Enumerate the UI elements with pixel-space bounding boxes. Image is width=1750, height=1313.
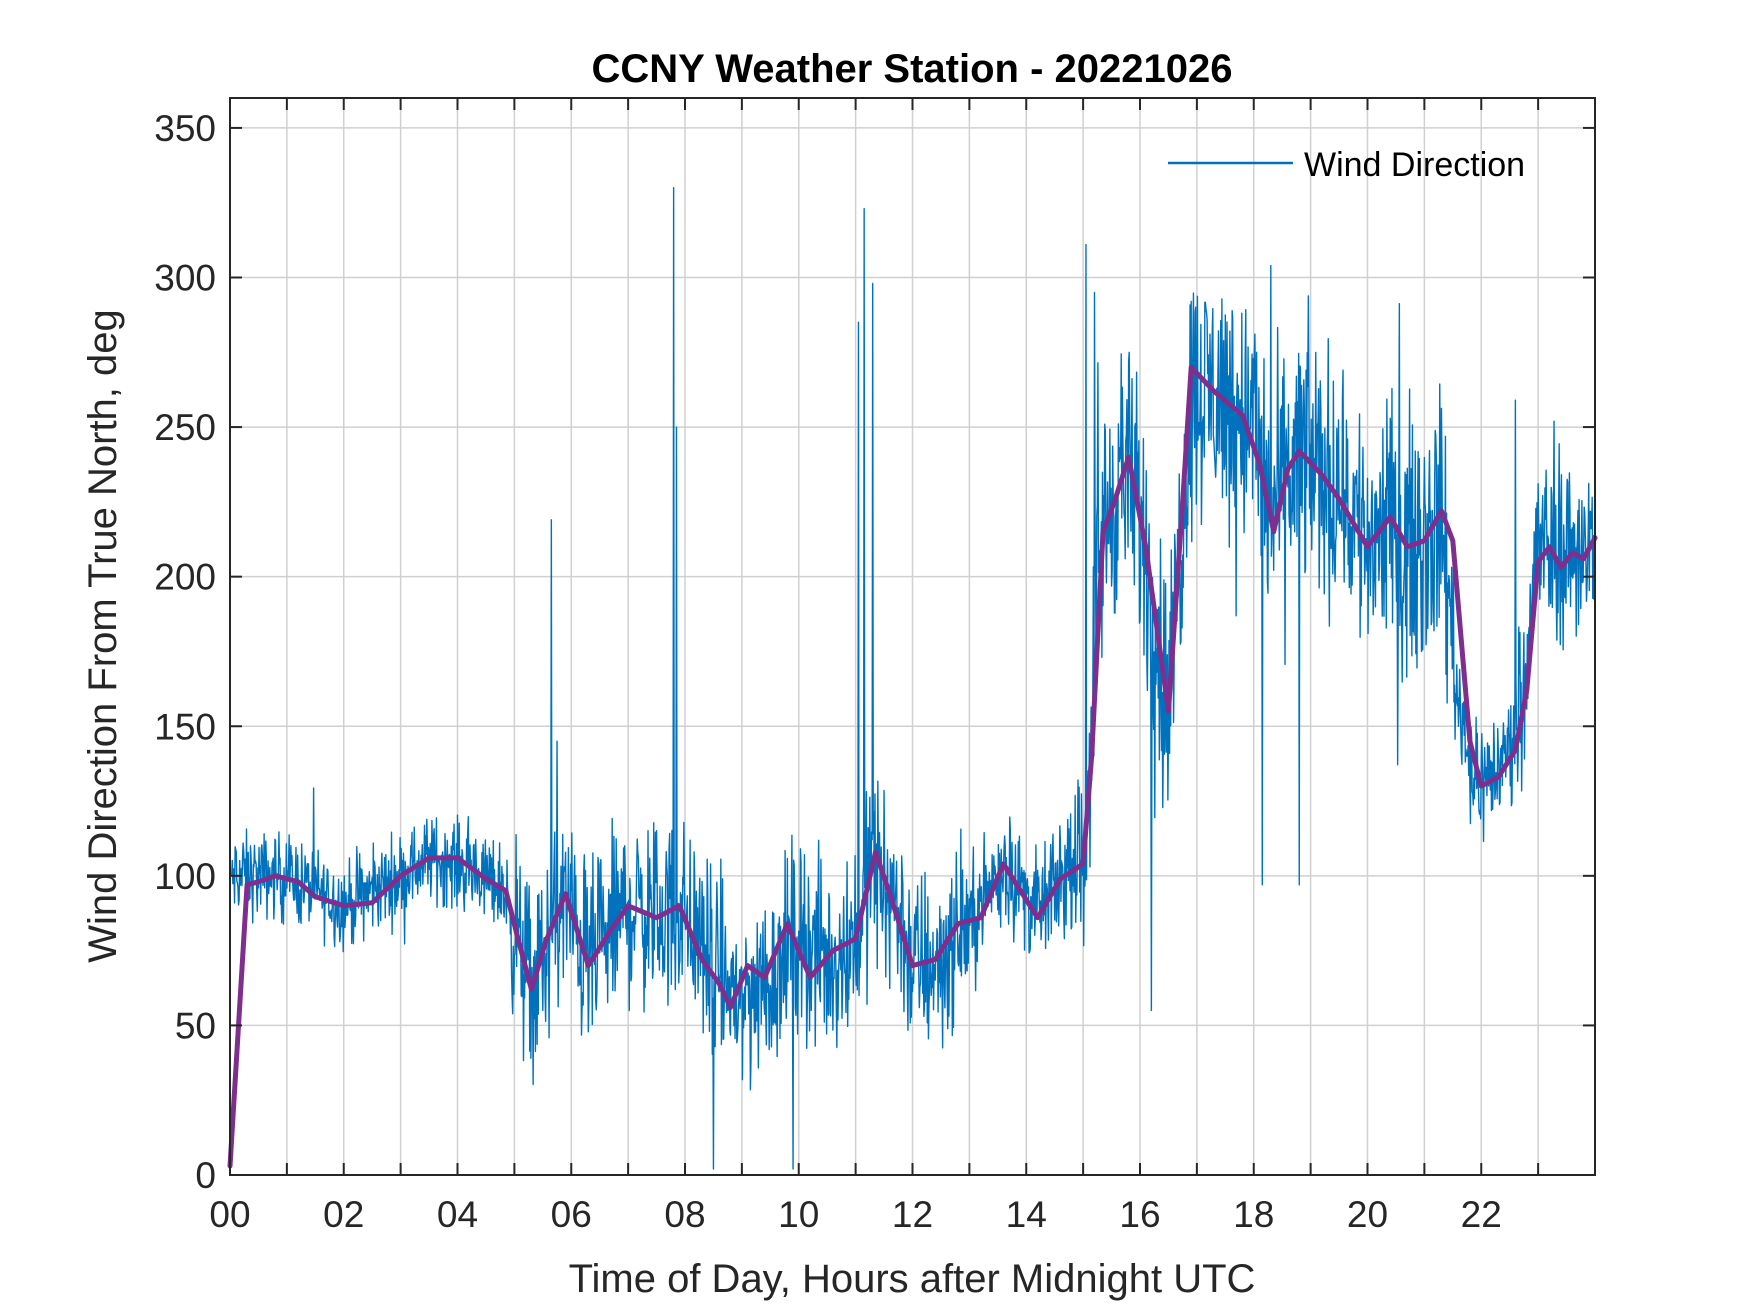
x-tick-label: 04 [437, 1194, 478, 1235]
x-tick-label: 08 [664, 1194, 705, 1235]
x-tick-label: 02 [323, 1194, 364, 1235]
y-tick-label: 0 [195, 1155, 216, 1196]
y-axis-label: Wind Direction From True North, deg [81, 309, 125, 963]
y-tick-label: 100 [154, 856, 216, 897]
series-smoothed-line [227, 364, 1598, 1169]
x-tick-label: 14 [1006, 1194, 1047, 1235]
legend-label-wind-direction: Wind Direction [1304, 146, 1525, 184]
y-tick-label: 350 [154, 108, 216, 149]
chart-title: CCNY Weather Station - 20221026 [592, 47, 1233, 91]
tick-labels: 0 50 100 150 200 250 300 350 00 02 04 06 08 10 12 14 16 1… [154, 108, 1502, 1235]
x-tick-label: 20 [1347, 1194, 1388, 1235]
y-tick-label: 150 [154, 706, 216, 747]
x-tick-label: 18 [1233, 1194, 1274, 1235]
x-tick-label: 10 [778, 1194, 819, 1235]
x-tick-label: 00 [209, 1194, 250, 1235]
x-axis-label: Time of Day, Hours after Midnight UTC [569, 1257, 1256, 1301]
x-tick-label: 22 [1461, 1194, 1502, 1235]
x-tick-label: 12 [892, 1194, 933, 1235]
y-tick-label: 50 [175, 1005, 216, 1046]
data-series-layer [227, 187, 1598, 1170]
y-tick-label: 300 [154, 258, 216, 299]
x-tick-label: 16 [1119, 1194, 1160, 1235]
x-tick-label: 06 [551, 1194, 592, 1235]
y-tick-label: 250 [154, 407, 216, 448]
axis-ticks [230, 98, 1595, 1176]
grid-lines [230, 98, 1595, 1175]
series-wind-direction-line [229, 187, 1596, 1170]
y-tick-label: 200 [154, 557, 216, 598]
legend: Wind Direction [1168, 146, 1525, 184]
